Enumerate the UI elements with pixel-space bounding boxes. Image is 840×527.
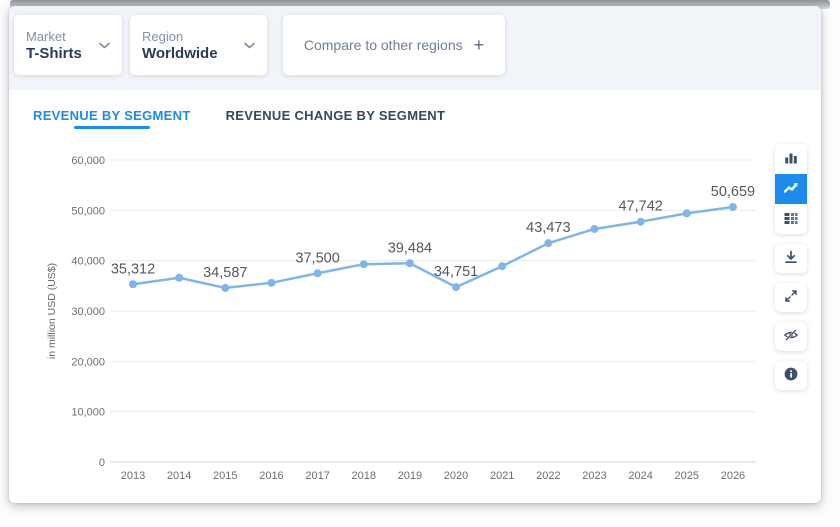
svg-text:2024: 2024 [628, 470, 652, 482]
svg-text:2021: 2021 [490, 470, 514, 482]
info-icon [783, 366, 799, 385]
chevron-down-icon [244, 36, 255, 54]
svg-text:2015: 2015 [213, 470, 237, 482]
svg-text:2018: 2018 [352, 470, 376, 482]
tab-label: REVENUE BY SEGMENT [33, 107, 191, 123]
chart-type-switcher [775, 144, 807, 234]
svg-text:2017: 2017 [305, 470, 329, 482]
svg-text:50,659: 50,659 [711, 184, 755, 200]
region-dropdown[interactable]: Region Worldwide [130, 15, 267, 75]
fullscreen-button[interactable] [775, 283, 807, 312]
svg-text:34,587: 34,587 [203, 265, 247, 281]
line-chart-button[interactable] [775, 174, 807, 204]
table-icon [783, 210, 799, 229]
svg-text:2023: 2023 [582, 470, 606, 482]
filters-bar: Market T-Shirts Region Worldwide Compare… [9, 6, 821, 90]
svg-text:50,000: 50,000 [71, 205, 105, 217]
svg-text:2019: 2019 [398, 470, 422, 482]
svg-text:35,312: 35,312 [111, 261, 155, 277]
chevron-down-icon [99, 36, 110, 54]
revenue-line-chart: 0 10,000 20,000 30,000 40,000 50,000 60,000 in … [46, 155, 756, 482]
compare-regions-button[interactable]: Compare to other regions + [283, 15, 505, 75]
svg-text:47,742: 47,742 [618, 199, 662, 215]
svg-text:37,500: 37,500 [295, 250, 339, 266]
svg-text:39,484: 39,484 [388, 240, 432, 256]
expand-icon [783, 288, 799, 307]
svg-text:30,000: 30,000 [71, 306, 105, 318]
svg-text:20,000: 20,000 [71, 356, 105, 368]
active-tab-underline [73, 126, 150, 129]
line-chart-icon [783, 180, 799, 199]
hide-labels-button[interactable] [775, 322, 807, 351]
tab-revenue-by-segment[interactable]: REVENUE BY SEGMENT [33, 90, 191, 140]
statistic-card: Market T-Shirts Region Worldwide Compare… [9, 6, 821, 503]
table-view-button[interactable] [775, 204, 807, 234]
eye-off-icon [783, 327, 799, 346]
svg-text:2025: 2025 [675, 470, 699, 482]
market-dropdown[interactable]: Market T-Shirts [14, 15, 122, 75]
market-dropdown-value: T-Shirts [26, 44, 82, 62]
market-dropdown-label: Market [26, 28, 66, 44]
chart-tabs: REVENUE BY SEGMENT REVENUE CHANGE BY SEG… [9, 90, 821, 140]
info-button[interactable] [775, 361, 807, 390]
svg-text:2013: 2013 [121, 470, 145, 482]
plus-icon: + [473, 35, 485, 55]
svg-text:2016: 2016 [259, 470, 283, 482]
svg-text:2026: 2026 [721, 470, 745, 482]
svg-text:10,000: 10,000 [71, 407, 105, 419]
svg-text:2014: 2014 [167, 470, 191, 482]
download-icon [783, 249, 799, 268]
svg-text:43,473: 43,473 [526, 220, 570, 236]
svg-text:34,751: 34,751 [434, 264, 478, 280]
svg-text:2022: 2022 [536, 470, 560, 482]
region-dropdown-value: Worldwide [142, 44, 218, 62]
compare-regions-label: Compare to other regions [303, 37, 463, 53]
card-top-shadow [10, 0, 830, 9]
tab-revenue-change-by-segment[interactable]: REVENUE CHANGE BY SEGMENT [226, 90, 446, 140]
svg-text:0: 0 [99, 457, 105, 469]
bar-chart-icon [783, 150, 799, 169]
chart-toolbar [775, 144, 807, 390]
download-button[interactable] [775, 244, 807, 273]
svg-text:60,000: 60,000 [71, 155, 105, 167]
svg-text:40,000: 40,000 [71, 256, 105, 268]
region-dropdown-label: Region [142, 28, 184, 44]
bar-chart-button[interactable] [775, 144, 807, 174]
svg-text:2020: 2020 [444, 470, 468, 482]
tab-label: REVENUE CHANGE BY SEGMENT [225, 107, 446, 123]
svg-text:in million USD (US$): in million USD (US$) [46, 263, 58, 359]
